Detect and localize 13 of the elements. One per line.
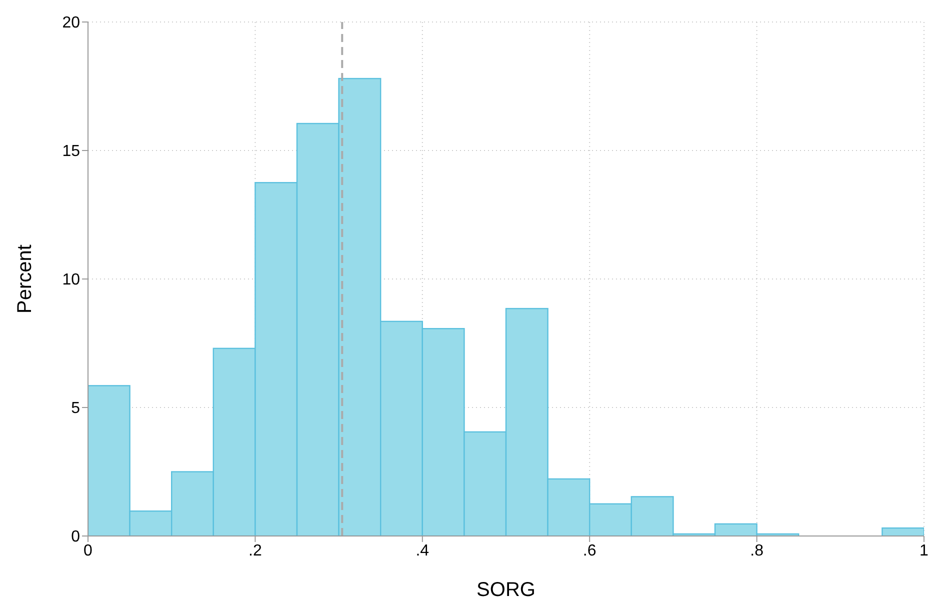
x-tick-label: .2 xyxy=(248,542,262,560)
y-axis-title: Percent xyxy=(14,244,36,314)
x-tick-label: 0 xyxy=(84,542,93,560)
x-axis-title: SORG xyxy=(476,579,536,601)
x-tick-label: .6 xyxy=(582,542,596,560)
y-tick-label: 15 xyxy=(62,143,80,160)
y-tick-label: 10 xyxy=(62,272,80,289)
x-tick-label: .8 xyxy=(750,542,764,560)
y-tick-label: 20 xyxy=(62,14,80,32)
y-tick-label: 0 xyxy=(71,528,80,546)
x-tick-label: 1 xyxy=(920,542,929,560)
x-tick-label: .4 xyxy=(416,542,430,560)
y-tick-label: 5 xyxy=(71,400,80,418)
